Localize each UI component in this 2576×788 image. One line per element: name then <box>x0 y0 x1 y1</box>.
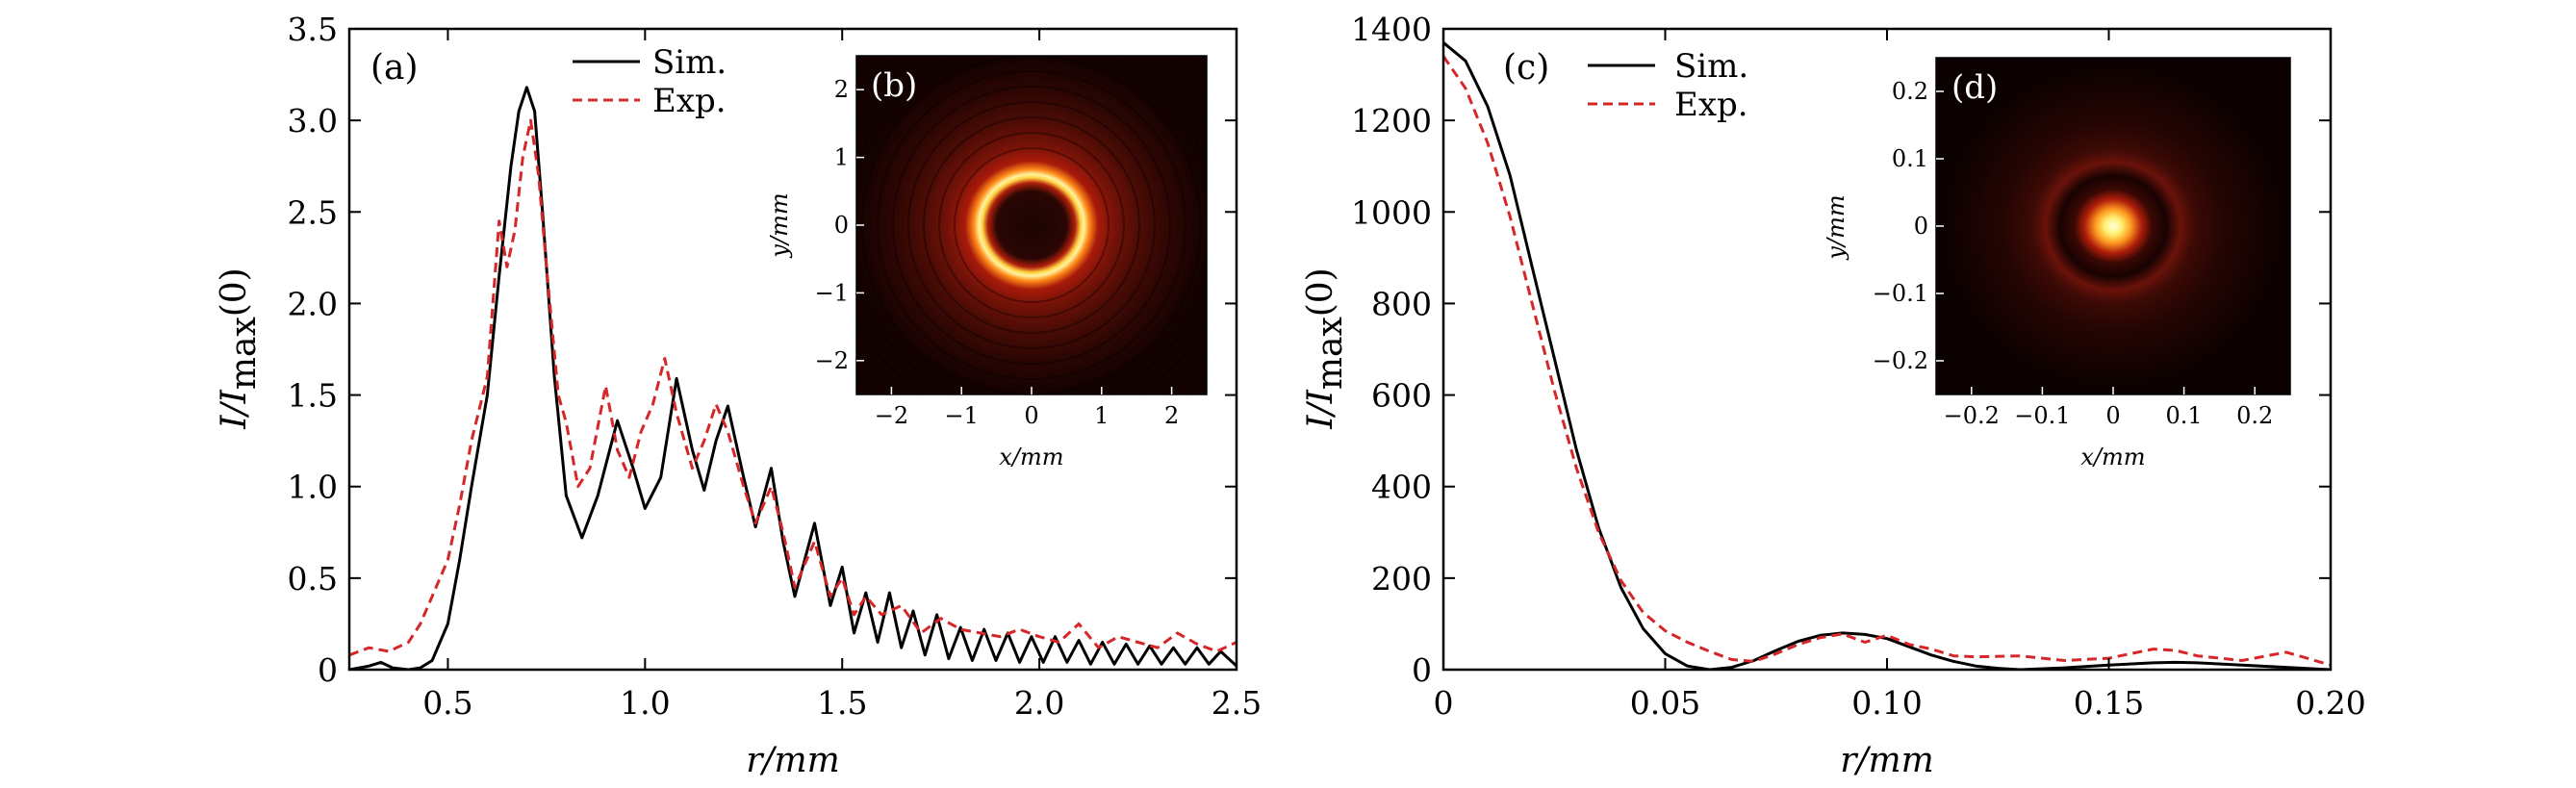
panel-c-x-tick-label: 0.05 <box>1630 684 1700 722</box>
panel-c-x-axis: 0 0.05 0.10 0.15 0.20 <box>1434 29 2366 722</box>
panel-a-y-tick-label: 2.5 <box>288 193 338 231</box>
inset-d-label: (d) <box>1951 68 1998 107</box>
panel-c-series-exp-line <box>1443 55 2331 667</box>
panel-c-x-tick-label: 0 <box>1434 684 1454 722</box>
inset-d-y-tick-label: −0.2 <box>1873 347 1928 374</box>
legend-c-exp-label: Exp. <box>1674 86 1748 124</box>
panel-c-y-tick-label: 400 <box>1371 469 1432 506</box>
inset-d-y-tick-label: 0.2 <box>1892 78 1928 105</box>
inset-b-x-tick-label: 1 <box>1094 402 1109 429</box>
inset-b-y-axis: −2 −1 0 1 2 <box>815 76 864 374</box>
panel-a-y-tick-label: 0 <box>318 651 338 689</box>
panel-c-x-axis-title: r/mm <box>1840 741 1934 780</box>
inset-d-x-tick-label: −0.2 <box>1944 402 2000 429</box>
inset-b-x-tick-label: −2 <box>875 402 908 429</box>
panel-c-x-tick-label: 0.15 <box>2074 684 2144 722</box>
panel-a-legend: Sim. Exp. <box>573 43 727 120</box>
inset-b: −2 −1 0 1 2 −2 −1 0 1 2 (b) x/mm y/mm <box>766 55 1208 470</box>
panel-c-x-tick-label: 0.10 <box>1851 684 1922 722</box>
panel-a-y-axis-title: I/Imax(0) <box>215 267 264 429</box>
panel-c-label: (c) <box>1503 48 1549 88</box>
panel-c-y-tick-label: 600 <box>1371 377 1432 415</box>
panel-a-y-axis: 0 0.5 1.0 1.5 2.0 2.5 3.0 3.5 <box>288 11 1237 689</box>
inset-d-x-title: x/mm <box>2080 444 2145 470</box>
panel-c-y-tick-label: 1200 <box>1351 102 1432 140</box>
inset-d: −0.2 −0.1 0 0.1 0.2 −0.2 −0.1 0 0.1 0.2 (d) x/mm… <box>1823 57 2291 470</box>
inset-b-x-axis: −2 −1 0 1 2 <box>875 387 1179 429</box>
inset-b-y-title: y/mm <box>766 192 793 258</box>
inset-b-x-tick-label: 2 <box>1164 402 1179 429</box>
inset-b-x-title: x/mm <box>999 444 1063 470</box>
panel-c-y-tick-label: 0 <box>1412 651 1432 689</box>
panel-a-x-tick-label: 2.5 <box>1211 684 1262 722</box>
inset-d-y-title: y/mm <box>1823 194 1849 260</box>
inset-b-y-tick-label: −2 <box>815 347 849 374</box>
panel-a-x-tick-label: 1.0 <box>620 684 670 722</box>
inset-d-y-axis: −0.2 −0.1 0 0.1 0.2 <box>1873 78 1944 374</box>
panel-a-series-group <box>349 86 1237 670</box>
panel-c-y-tick-label: 1000 <box>1351 193 1432 231</box>
inset-b-heatmap <box>856 56 1207 394</box>
inset-d-x-tick-label: 0.1 <box>2166 402 2203 429</box>
panel-a-y-tick-label: 3.5 <box>288 11 338 48</box>
panel-a-x-tick-label: 1.5 <box>817 684 867 722</box>
inset-b-x-tick-label: −1 <box>945 402 979 429</box>
panel-a-series-exp-line <box>349 118 1237 657</box>
panel-a-x-tick-label: 2.0 <box>1014 684 1064 722</box>
panel-c-y-axis: 0 200 400 600 800 1000 1200 1400 <box>1351 11 2331 689</box>
panel-a-frame <box>347 27 1238 672</box>
panel-a-y-tick-label: 0.5 <box>288 560 338 597</box>
inset-b-y-tick-label: 0 <box>834 212 849 239</box>
panel-a-label: (a) <box>370 48 419 88</box>
panel-c-y-axis-title: I/Imax(0) <box>1301 267 1350 429</box>
panel-a-plot: 0.5 1.0 1.5 2.0 2.5 0 0.5 1.0 1.5 2.0 2.5 3.0 3.5 (… <box>215 11 1262 780</box>
panel-a-x-axis: 0.5 1.0 1.5 2.0 2.5 <box>422 29 1262 722</box>
inset-d-y-tick-label: 0.1 <box>1892 145 1928 172</box>
panel-a-y-tick-label: 2.0 <box>288 285 338 322</box>
inset-b-x-tick-label: 0 <box>1024 402 1038 429</box>
inset-d-x-tick-label: 0 <box>2105 402 2120 429</box>
inset-d-y-tick-label: 0 <box>1914 213 1928 240</box>
inset-b-fringe-ring <box>907 101 1156 349</box>
panel-a-y-tick-label: 1.0 <box>288 469 338 506</box>
legend-a-sim-label: Sim. <box>652 43 727 82</box>
panel-c-y-tick-label: 200 <box>1371 560 1432 597</box>
inset-d-x-tick-label: 0.2 <box>2236 402 2273 429</box>
panel-a-y-axis-title-group: I/Imax(0) <box>215 267 264 429</box>
panel-a-y-tick-label: 3.0 <box>288 102 338 140</box>
inset-d-heatmap <box>1936 58 2290 394</box>
inset-b-y-tick-label: 1 <box>834 144 849 171</box>
inset-d-y-tick-label: −0.1 <box>1873 280 1928 307</box>
legend-a-exp-label: Exp. <box>652 82 727 120</box>
panel-c-series-sim-line <box>1443 41 2331 670</box>
inset-b-fringe-ring <box>877 70 1186 380</box>
panel-c-legend: Sim. Exp. <box>1588 47 1748 124</box>
panel-a-series-sim-line <box>349 86 1237 670</box>
inset-b-fringe-ring <box>923 116 1140 334</box>
inset-b-fringe-ring <box>954 147 1109 303</box>
inset-b-fringe-ring <box>892 86 1171 365</box>
panel-c-y-axis-title-group: I/Imax(0) <box>1301 267 1350 429</box>
panel-a-y-tick-label: 1.5 <box>288 377 338 415</box>
panel-c-series-group <box>1443 41 2331 670</box>
inset-b-y-tick-label: −1 <box>815 279 849 306</box>
inset-b-fringe-ring <box>938 132 1125 318</box>
legend-c-sim-label: Sim. <box>1674 47 1748 86</box>
panel-a-x-tick-label: 0.5 <box>422 684 472 722</box>
inset-d-x-axis: −0.2 −0.1 0 0.1 0.2 <box>1944 387 2273 429</box>
panel-c-y-tick-label: 800 <box>1371 285 1432 322</box>
panel-a-x-axis-title: r/mm <box>746 741 840 780</box>
inset-b-y-tick-label: 2 <box>834 76 849 103</box>
panel-c-y-tick-label: 1400 <box>1351 11 1432 48</box>
inset-d-x-tick-label: −0.1 <box>2014 402 2070 429</box>
inset-b-label: (b) <box>871 66 917 105</box>
panel-c-plot: 0 0.05 0.10 0.15 0.20 0200400600800100012001… <box>1301 11 2366 780</box>
panel-c-x-tick-label: 0.20 <box>2295 684 2365 722</box>
